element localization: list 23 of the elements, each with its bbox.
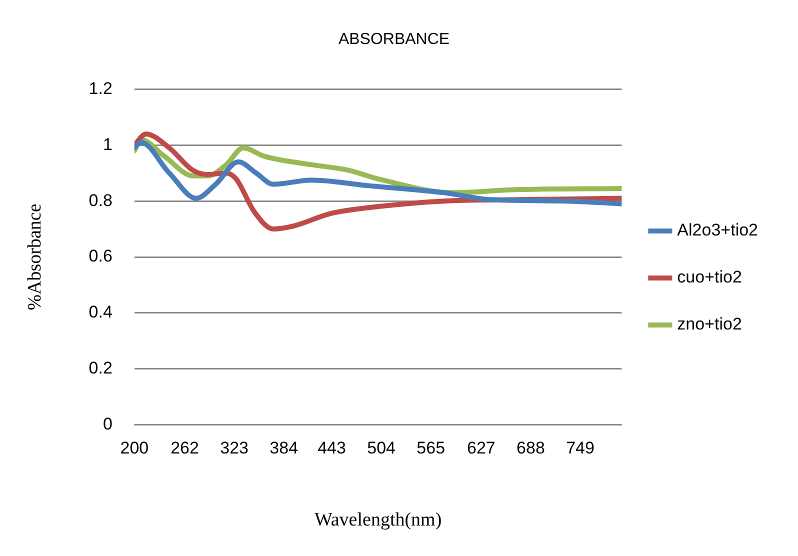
legend-label: zno+tio2 — [677, 314, 742, 334]
x-tick-label: 262 — [170, 438, 199, 458]
x-tick-label: 200 — [120, 438, 149, 458]
x-tick-label: 323 — [220, 438, 249, 458]
legend-label: Al2o3+tio2 — [677, 220, 758, 240]
y-tick-label: 0 — [102, 414, 112, 434]
y-tick-label: 0.2 — [88, 358, 112, 378]
y-axis-title: %Absorbance — [24, 204, 46, 310]
x-tick-label: 688 — [516, 438, 545, 458]
y-tick-label: 0.6 — [88, 246, 112, 266]
x-tick-label: 443 — [318, 438, 346, 458]
y-tick-label: 1.2 — [88, 78, 112, 98]
y-tick-label: 0.8 — [88, 190, 112, 210]
y-tick-label: 1 — [102, 134, 112, 154]
x-tick-label: 565 — [416, 438, 446, 458]
chart-title: ABSORBANCE — [338, 31, 450, 48]
x-tick-label: 384 — [270, 438, 298, 458]
x-tick-label: 504 — [367, 438, 396, 458]
x-tick-label: 627 — [467, 438, 496, 458]
x-axis-title: Wavelength(nm) — [314, 510, 442, 531]
y-tick-label: 0.4 — [88, 302, 112, 322]
x-tick-label: 749 — [566, 438, 594, 458]
legend-label: cuo+tio2 — [677, 268, 742, 287]
